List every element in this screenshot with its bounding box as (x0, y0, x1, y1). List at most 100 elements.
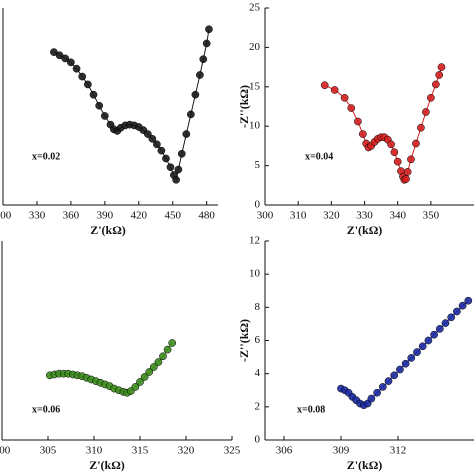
x-tick-label: 330 (29, 210, 46, 222)
y-tick-label: 0 (255, 199, 261, 211)
point (168, 339, 177, 347)
point (100, 112, 109, 120)
data-line (53, 29, 210, 182)
point (177, 149, 186, 158)
annotation: x=0.02 (32, 151, 60, 162)
x-tick-label: 320 (323, 210, 340, 222)
y-tick-label: 10 (249, 268, 261, 280)
point (72, 64, 81, 73)
point (378, 383, 387, 391)
point (162, 154, 170, 163)
point (407, 155, 415, 164)
point (340, 93, 349, 102)
point (435, 71, 444, 79)
point (373, 388, 381, 397)
point (199, 55, 208, 64)
point (387, 140, 395, 149)
x-tick-label: 320 (178, 445, 195, 457)
point (424, 336, 433, 345)
point (413, 348, 421, 356)
point (396, 365, 404, 374)
x-tick-label: 315 (132, 445, 149, 457)
point (330, 86, 339, 94)
point (402, 175, 410, 183)
point (159, 352, 167, 361)
x-axis-label: Z'(kΩ) (347, 458, 383, 472)
x-tick-label: 300 (0, 445, 11, 457)
point (347, 104, 356, 112)
x-tick-label: 300 (257, 210, 274, 222)
point (191, 90, 200, 99)
data-line (324, 66, 442, 181)
point (163, 345, 172, 354)
point (430, 330, 438, 339)
point (390, 371, 399, 380)
point (157, 146, 166, 155)
y-tick-label: 10 (249, 120, 261, 132)
point (182, 130, 191, 138)
point (401, 359, 410, 368)
point (205, 25, 213, 34)
point (435, 325, 444, 333)
point (407, 354, 416, 362)
x-tick-label: 420 (131, 210, 148, 222)
point (67, 58, 75, 67)
x-tick-label: 312 (390, 445, 407, 457)
y-tick-label: 5 (255, 159, 261, 171)
y-axis-label: -Z''(kΩ) (237, 85, 251, 128)
x-tick-label: 310 (86, 445, 103, 457)
point (143, 130, 152, 138)
y-tick-label: 12 (249, 235, 260, 247)
point (417, 123, 425, 132)
point (453, 307, 461, 316)
point (390, 148, 399, 157)
annotation: x=0.08 (297, 404, 325, 415)
point (418, 342, 427, 351)
y-tick-label: 15 (249, 80, 261, 92)
point (89, 90, 98, 99)
point (458, 301, 467, 310)
point (153, 140, 161, 149)
point (149, 363, 158, 371)
x-tick-label: 305 (40, 445, 57, 457)
x-axis-label: Z'(kΩ) (89, 458, 125, 472)
point (140, 373, 149, 381)
point (172, 175, 180, 184)
x-tick-label: 340 (389, 210, 406, 222)
point (166, 163, 175, 172)
y-tick-label: 8 (255, 301, 261, 313)
point (403, 168, 412, 176)
point (95, 101, 104, 110)
x-tick-label: 300 (0, 210, 12, 222)
point (354, 117, 362, 126)
point (393, 157, 402, 166)
point (441, 319, 450, 327)
x-tick-label: 309 (333, 445, 350, 457)
point (427, 93, 435, 102)
point (136, 378, 144, 386)
point (464, 296, 473, 305)
point (174, 165, 183, 174)
point (437, 63, 446, 71)
x-tick-label: 360 (63, 210, 80, 222)
x-tick-label: 325 (224, 445, 241, 457)
point (84, 80, 92, 89)
y-tick-label: 25 (249, 2, 261, 14)
point (145, 368, 154, 376)
x-tick-label: 390 (97, 210, 114, 222)
point (412, 139, 420, 148)
x-tick-label: 306 (276, 445, 293, 457)
point (431, 80, 440, 89)
point (422, 108, 430, 116)
point (131, 383, 140, 391)
point (154, 358, 163, 366)
y-tick-label: 20 (249, 41, 261, 53)
x-axis-label: Z'(kΩ) (347, 223, 383, 237)
y-axis-label: -Z''(kΩ) (237, 319, 251, 362)
point (61, 54, 70, 63)
point (447, 313, 456, 322)
x-tick-label: 480 (198, 210, 215, 222)
point (320, 81, 329, 90)
annotation: x=0.04 (305, 151, 333, 162)
